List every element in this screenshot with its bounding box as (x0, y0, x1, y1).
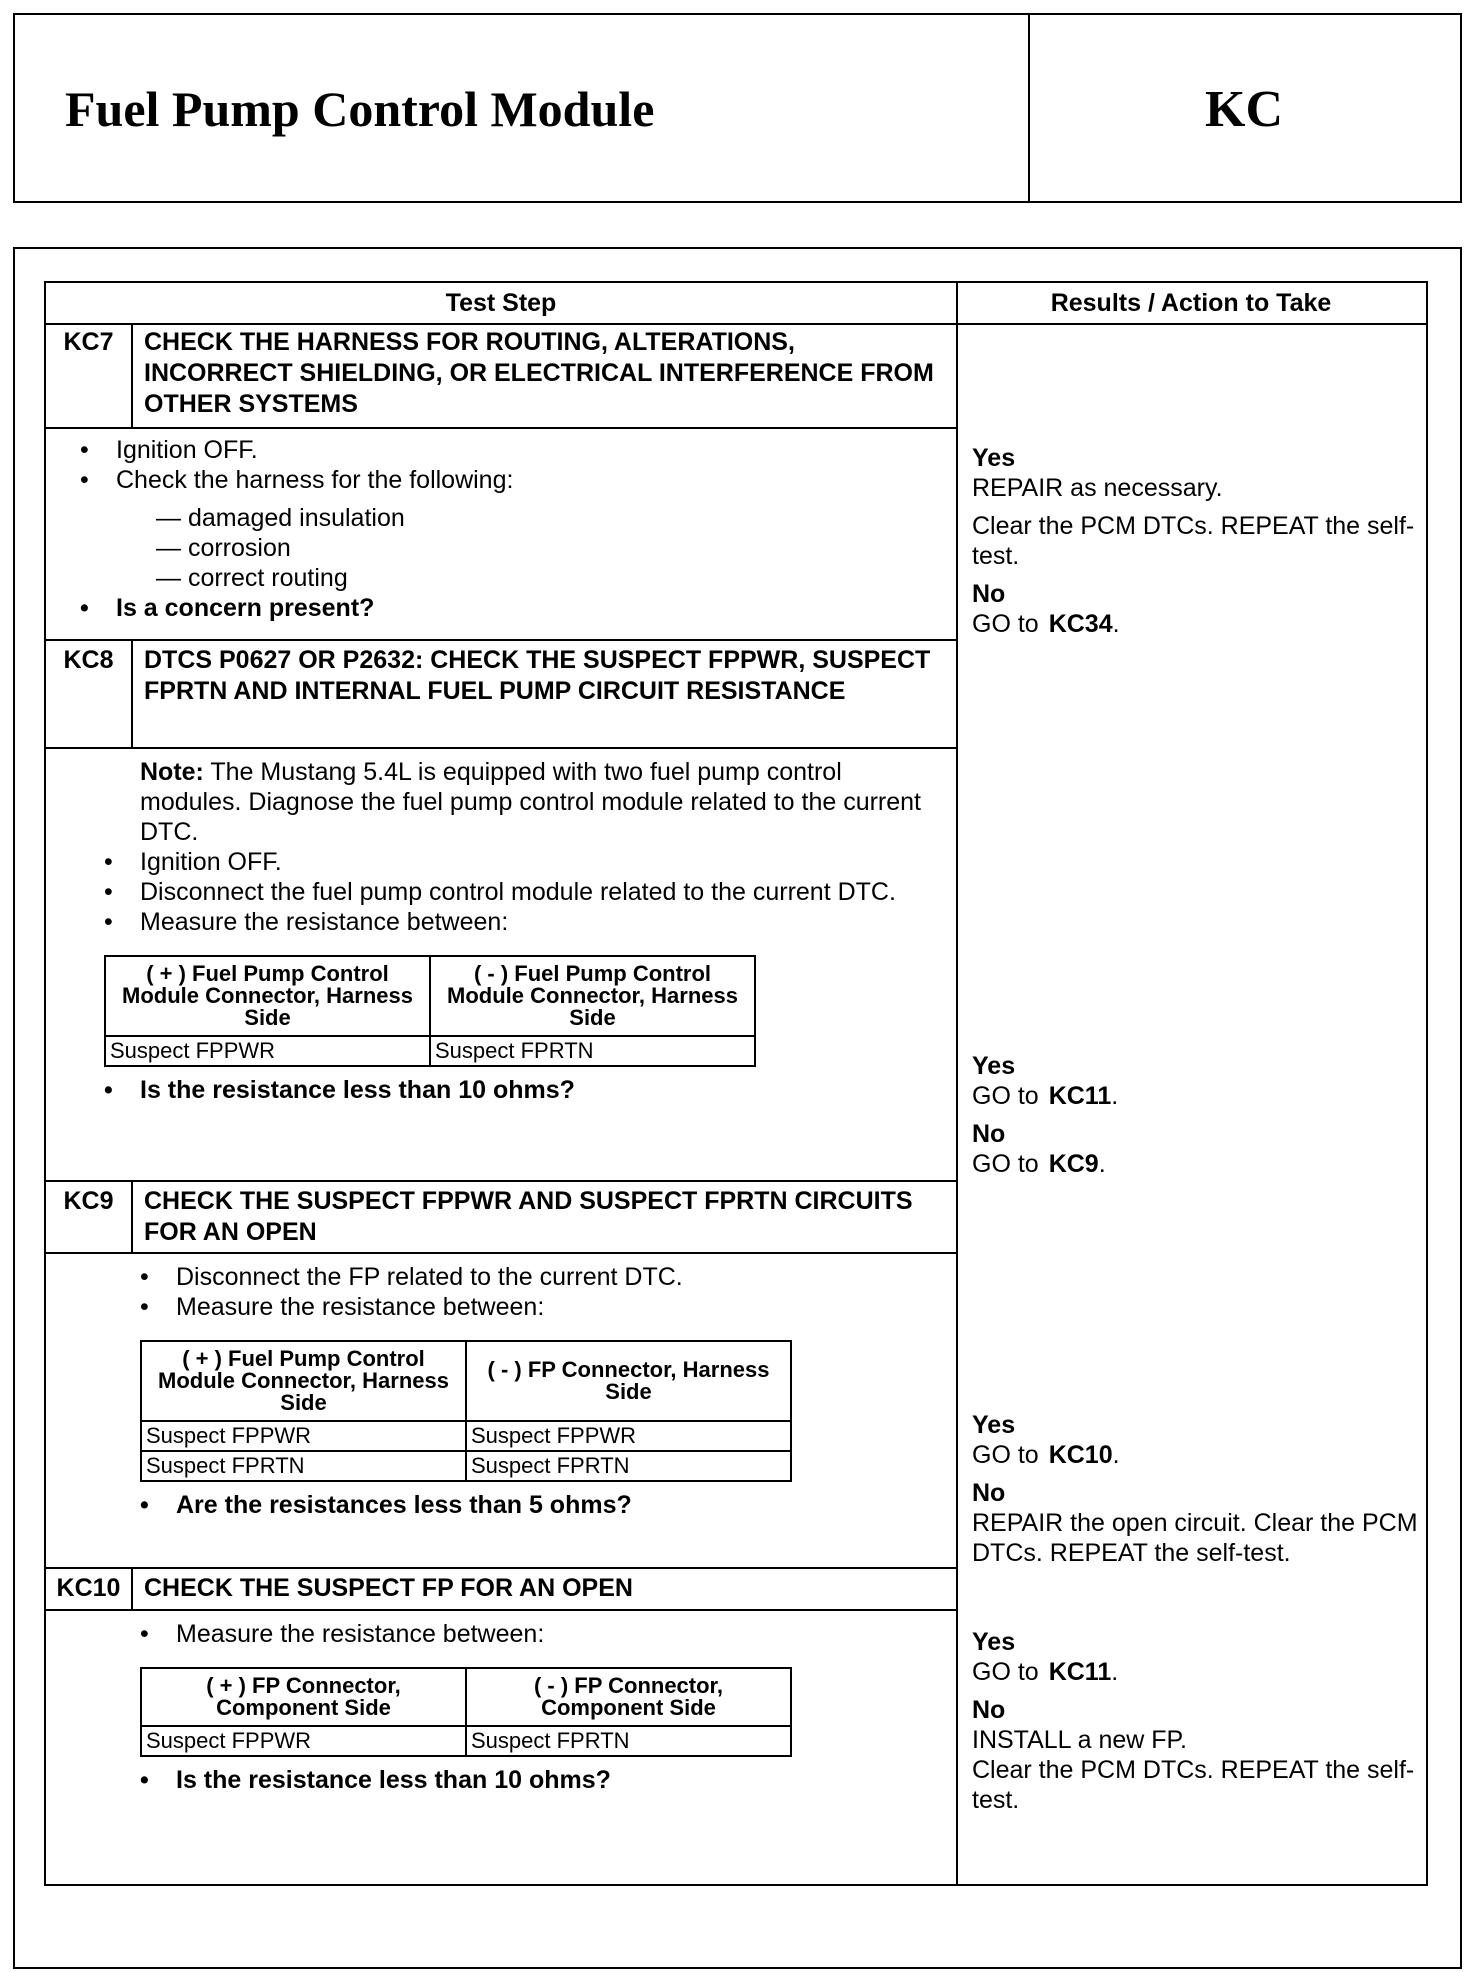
step-title-row: KC8 DTCS P0627 OR P2632: CHECK THE SUSPE… (46, 639, 958, 749)
result-cell: Yes REPAIR as necessary. Clear the PCM D… (958, 325, 1426, 641)
step-title: DTCS P0627 OR P2632: CHECK THE SUSPECT F… (144, 646, 931, 705)
meas-header: ( - ) Fuel Pump Control Module Connector… (429, 955, 756, 1037)
yes-label: Yes (972, 1628, 1016, 1656)
column-divider (956, 283, 958, 1884)
meas-cell: Suspect FPPWR (465, 1420, 792, 1452)
meas-cell: Suspect FPPWR (104, 1035, 431, 1067)
step-question: Is the resistance less than 10 ohms? (104, 1075, 936, 1105)
bullet-item: Measure the resistance between: (104, 907, 936, 937)
dash-item: — damaged insulation (156, 504, 405, 532)
step-title-row: KC7 CHECK THE HARNESS FOR ROUTING, ALTER… (46, 323, 958, 429)
meas-cell: Suspect FPPWR (140, 1725, 467, 1757)
bullet-item: Disconnect the FP related to the current… (140, 1262, 936, 1292)
header-divider (1028, 15, 1030, 201)
yes-action: Clear the PCM DTCs. REPEAT the self-test… (972, 512, 1415, 570)
dash-item: — correct routing (156, 564, 348, 592)
step-code: KC9 (46, 1182, 133, 1252)
goto-link[interactable]: KC9 (1048, 1150, 1099, 1178)
result-cell: Yes GO to KC11. No GO to KC9. (958, 641, 1426, 1182)
measurement-table: ( + ) Fuel Pump Control Module Connector… (104, 955, 756, 1067)
result-cell: Yes GO to KC11. No INSTALL a new FP. Clea… (958, 1569, 1426, 1884)
bullet-item: Ignition OFF. (104, 847, 936, 877)
step-code: KC7 (46, 323, 133, 427)
meas-header: ( + ) Fuel Pump Control Module Connector… (104, 955, 431, 1037)
result-cell: Yes GO to KC10. No REPAIR the open circui… (958, 1182, 1426, 1568)
no-action: REPAIR the open circuit. Clear the PCM D… (972, 1509, 1418, 1567)
meas-cell: Suspect FPRTN (465, 1725, 792, 1757)
step-title: CHECK THE SUSPECT FPPWR AND SUSPECT FPRT… (144, 1187, 913, 1246)
step-title: CHECK THE HARNESS FOR ROUTING, ALTERATIO… (144, 328, 934, 418)
step-title: CHECK THE SUSPECT FP FOR AN OPEN (144, 1574, 633, 1602)
no-label: No (972, 1120, 1006, 1148)
measurement-table: ( + ) FP Connector, Component Side( - ) … (140, 1667, 792, 1757)
col-header-test-step: Test Step (46, 283, 956, 325)
dash-item: — corrosion (156, 534, 291, 562)
bullet-item: Disconnect the fuel pump control module … (104, 877, 936, 907)
goto-link[interactable]: KC11 (1048, 1082, 1112, 1110)
step-body: Measure the resistance between: ( + ) FP… (46, 1611, 956, 1881)
step-title-row: KC9 CHECK THE SUSPECT FPPWR AND SUSPECT … (46, 1180, 958, 1254)
meas-cell: Suspect FPRTN (429, 1035, 756, 1067)
yes-action: GO to KC11. (972, 1658, 1119, 1686)
bullet-item: Check the harness for the following: (80, 465, 936, 495)
meas-header: ( - ) FP Connector, Harness Side (465, 1340, 792, 1422)
step-code: KC8 (46, 641, 133, 747)
bullet-item: Measure the resistance between: (140, 1292, 936, 1322)
test-step-table: Test Step Results / Action to Take KC7 C… (44, 281, 1428, 1886)
page-title: Fuel Pump Control Module (65, 81, 655, 137)
yes-action: GO to KC10. (972, 1441, 1120, 1469)
step-question: Are the resistances less than 5 ohms? (140, 1490, 936, 1520)
step-title-row: KC10 CHECK THE SUSPECT FP FOR AN OPEN (46, 1567, 958, 1611)
goto-link[interactable]: KC10 (1048, 1441, 1113, 1469)
meas-cell: Suspect FPPWR (140, 1420, 467, 1452)
bullet-item: Ignition OFF. (80, 435, 936, 465)
no-action: GO to KC9. (972, 1150, 1106, 1178)
yes-label: Yes (972, 1411, 1016, 1439)
step-body: Note: The Mustang 5.4L is equipped with … (46, 749, 956, 1182)
yes-label: Yes (972, 1052, 1016, 1080)
no-action: GO to KC34. (972, 610, 1120, 638)
meas-header: ( - ) FP Connector, Component Side (465, 1667, 792, 1727)
bullet-item: Measure the resistance between: (140, 1619, 936, 1649)
step-body: Ignition OFF. Check the harness for the … (46, 429, 956, 641)
section-code: KC (1205, 81, 1283, 138)
no-label: No (972, 1479, 1006, 1507)
meas-header: ( + ) FP Connector, Component Side (140, 1667, 467, 1727)
goto-link[interactable]: KC34 (1048, 610, 1113, 638)
step-question: Is the resistance less than 10 ohms? (140, 1765, 936, 1795)
step-code: KC10 (46, 1569, 133, 1609)
no-action: INSTALL a new FP. (972, 1726, 1187, 1754)
step-question: Is a concern present? (80, 593, 936, 623)
content-frame (13, 247, 1462, 1969)
no-label: No (972, 1696, 1006, 1724)
meas-cell: Suspect FPRTN (140, 1450, 467, 1482)
yes-action: REPAIR as necessary. (972, 474, 1223, 502)
note: Note: The Mustang 5.4L is equipped with … (140, 758, 922, 846)
col-header-results: Results / Action to Take (956, 283, 1426, 325)
meas-cell: Suspect FPRTN (465, 1450, 792, 1482)
no-label: No (972, 580, 1006, 608)
meas-header: ( + ) Fuel Pump Control Module Connector… (140, 1340, 467, 1422)
goto-link[interactable]: KC11 (1048, 1658, 1112, 1686)
measurement-table: ( + ) Fuel Pump Control Module Connector… (140, 1340, 792, 1482)
step-body: Disconnect the FP related to the current… (46, 1254, 956, 1568)
yes-label: Yes (972, 444, 1016, 472)
no-action: Clear the PCM DTCs. REPEAT the self-test… (972, 1756, 1415, 1814)
yes-action: GO to KC11. (972, 1082, 1119, 1110)
header-box: Fuel Pump Control Module KC (13, 13, 1462, 203)
